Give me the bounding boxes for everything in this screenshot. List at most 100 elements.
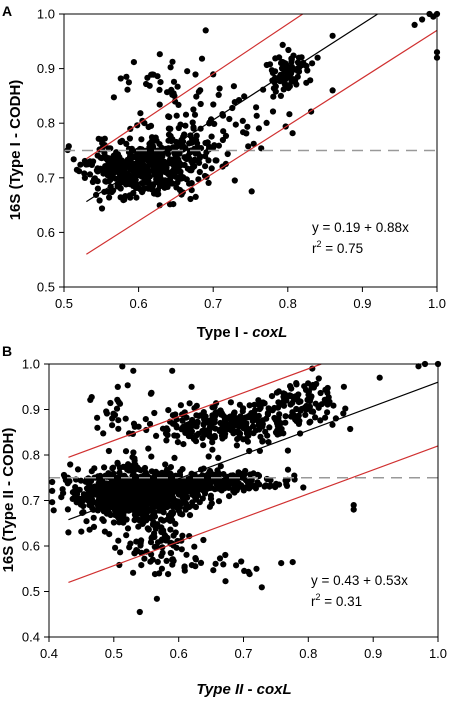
data-point [154, 73, 161, 80]
data-point [233, 442, 240, 449]
data-point [216, 85, 223, 92]
panel-b-fit-line [68, 381, 439, 521]
data-point [266, 61, 274, 68]
data-point [330, 402, 337, 409]
data-point [168, 509, 175, 516]
panel-a: A 0.5 0.6 0.7 0.8 0.9 1.0 [2, 3, 446, 341]
data-point [277, 92, 284, 99]
y-tick-label: 1.0 [22, 357, 40, 372]
data-point [177, 402, 184, 409]
data-point [155, 170, 162, 177]
data-point [100, 430, 107, 437]
y-tick-label: 0.5 [37, 280, 55, 295]
data-point [169, 367, 176, 374]
data-point [98, 500, 105, 507]
panel-b-y-ticks: 0.4 0.5 0.6 0.7 0.8 0.9 1.0 [22, 357, 49, 645]
data-point [125, 467, 133, 474]
data-point [219, 435, 226, 442]
data-point [190, 157, 198, 164]
data-point [125, 79, 132, 86]
data-point [249, 418, 256, 425]
data-point [238, 558, 245, 565]
r2-value: = 0.75 [322, 241, 364, 256]
data-point [180, 145, 187, 152]
data-point [302, 411, 309, 418]
data-point [183, 488, 191, 495]
data-point [167, 64, 174, 71]
data-point [248, 188, 255, 195]
panel-a-r-squared: r2 = 0.75 [312, 239, 363, 256]
data-point [124, 86, 131, 93]
data-point [152, 134, 159, 141]
data-point [307, 418, 314, 425]
data-point [241, 93, 248, 100]
data-point [308, 408, 315, 415]
data-point [329, 87, 336, 94]
data-point [205, 157, 212, 164]
data-point [99, 492, 106, 499]
data-point [170, 90, 177, 97]
panel-letter-b: B [2, 343, 12, 359]
panel-b-points [49, 360, 442, 616]
x-axis-title-italic-first: Type II [196, 681, 244, 698]
data-point [122, 193, 129, 200]
data-point [247, 471, 254, 478]
data-point [274, 423, 281, 430]
data-point [59, 486, 66, 493]
data-point [173, 184, 180, 191]
data-point [150, 492, 157, 499]
data-point [130, 189, 137, 197]
data-point [156, 489, 163, 496]
data-point [156, 507, 163, 514]
data-point [135, 423, 142, 430]
data-point [281, 80, 288, 88]
data-point [218, 409, 225, 416]
data-point [286, 83, 293, 90]
data-point [252, 427, 260, 434]
data-point [249, 412, 256, 419]
data-point [170, 78, 178, 85]
data-point [187, 482, 194, 489]
data-point [143, 493, 150, 500]
data-point [133, 194, 140, 201]
data-point [189, 416, 196, 424]
data-point [147, 184, 154, 191]
data-point [81, 170, 88, 177]
panel-b-x-axis-title: Type II - coxL [196, 681, 291, 698]
data-point [209, 144, 216, 151]
data-point [230, 83, 237, 90]
data-point [104, 496, 111, 503]
data-point [160, 177, 167, 184]
data-point [340, 410, 347, 417]
data-point [151, 477, 158, 485]
data-point [127, 540, 134, 547]
data-point [187, 424, 194, 431]
r2-superscript: 2 [317, 239, 322, 249]
data-point [138, 180, 145, 187]
data-point [114, 183, 121, 190]
data-point [116, 469, 123, 476]
data-point [86, 497, 93, 504]
data-point [169, 561, 176, 568]
data-point [131, 517, 138, 524]
data-point [234, 481, 241, 488]
data-point [123, 532, 130, 539]
data-point [124, 525, 132, 532]
data-point [350, 502, 357, 509]
data-point [350, 506, 357, 513]
data-point [159, 549, 166, 556]
data-point [97, 477, 104, 484]
data-point [288, 56, 295, 63]
data-point [181, 131, 188, 138]
data-point [92, 491, 99, 498]
panel-a-y-axis-title: 16S (Type I - CODH) [7, 80, 24, 221]
data-point [255, 397, 262, 404]
data-point [308, 384, 315, 391]
data-point [153, 595, 160, 602]
data-point [81, 157, 88, 165]
data-point [136, 516, 143, 524]
data-point [237, 422, 244, 429]
data-point [186, 140, 193, 147]
data-point [266, 424, 273, 431]
data-point [195, 144, 202, 151]
